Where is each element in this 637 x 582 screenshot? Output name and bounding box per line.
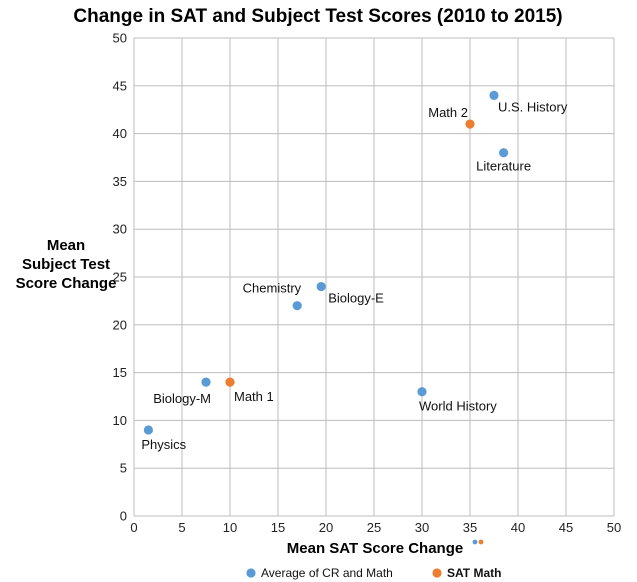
y-tick-label: 25 xyxy=(113,270,127,285)
y-tick-label: 40 xyxy=(113,126,127,141)
data-point xyxy=(465,119,475,129)
x-tick-label: 50 xyxy=(607,520,621,535)
x-tick-label: 20 xyxy=(319,520,333,535)
x-tick-label: 40 xyxy=(511,520,525,535)
x-axis-title: Mean SAT Score Change xyxy=(287,540,463,557)
point-label: Math 1 xyxy=(234,389,274,404)
legend-marker xyxy=(246,568,256,578)
data-point xyxy=(417,387,427,397)
data-point xyxy=(499,148,509,158)
y-axis-title-line: Score Change xyxy=(16,275,117,292)
x-tick-label: 10 xyxy=(223,520,237,535)
point-label: World History xyxy=(419,399,497,414)
x-tick-label: 0 xyxy=(130,520,137,535)
data-point xyxy=(225,377,235,387)
point-labels: U.S. History Literature Biology-E Chemistry… xyxy=(141,99,567,452)
tick-labels: 0 5 10 15 20 25 30 35 40 45 50 0 5 10 15 20 25 30 35 40 45 50 xyxy=(113,31,622,536)
x-tick-label: 15 xyxy=(271,520,285,535)
legend-label: SAT Math xyxy=(447,566,501,580)
point-label: Chemistry xyxy=(243,281,302,296)
x-tick-label: 25 xyxy=(367,520,381,535)
y-axis-title-line: Subject Test xyxy=(22,256,110,273)
y-tick-label: 0 xyxy=(120,509,127,524)
point-label: Biology-M xyxy=(153,391,211,406)
point-label: Physics xyxy=(141,437,186,452)
y-axis-title-line: Mean xyxy=(47,237,85,254)
y-axis-title: Mean Subject Test Score Change xyxy=(16,237,117,292)
y-tick-label: 45 xyxy=(113,78,127,93)
y-tick-label: 15 xyxy=(113,365,127,380)
legend: Average of CR and Math SAT Math xyxy=(246,566,501,580)
point-label: Literature xyxy=(476,159,531,174)
y-tick-label: 30 xyxy=(113,222,127,237)
y-tick-label: 35 xyxy=(113,174,127,189)
data-point xyxy=(292,301,302,311)
legend-label: Average of CR and Math xyxy=(261,566,393,580)
x-tick-label: 35 xyxy=(463,520,477,535)
marker-dot xyxy=(472,539,478,545)
point-label: Math 2 xyxy=(428,105,468,120)
data-point xyxy=(201,377,211,387)
point-label: U.S. History xyxy=(498,99,568,114)
chart-title: Change in SAT and Subject Test Scores (2… xyxy=(73,6,562,27)
y-tick-label: 10 xyxy=(113,413,127,428)
x-tick-label: 30 xyxy=(415,520,429,535)
marker-dot xyxy=(478,539,484,545)
y-tick-label: 5 xyxy=(120,461,127,476)
data-points xyxy=(143,90,509,545)
data-point xyxy=(316,281,326,292)
data-point xyxy=(143,425,153,435)
legend-marker xyxy=(432,568,442,578)
y-tick-label: 20 xyxy=(113,317,127,332)
x-tick-label: 5 xyxy=(178,520,185,535)
point-label: Biology-E xyxy=(328,291,384,306)
data-point xyxy=(489,90,499,100)
grid-lines xyxy=(133,37,615,517)
y-tick-label: 50 xyxy=(113,31,127,46)
x-tick-label: 45 xyxy=(559,520,573,535)
